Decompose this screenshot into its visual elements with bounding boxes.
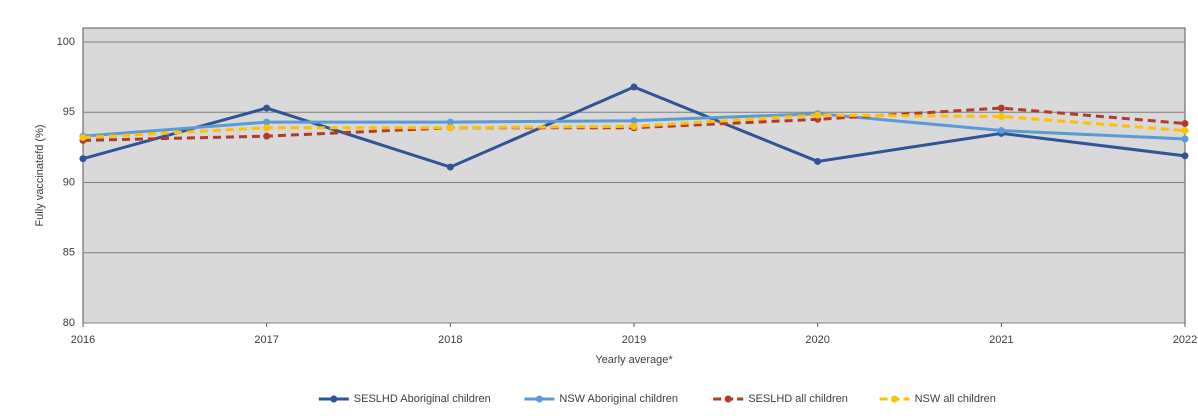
legend-marker [891,395,899,403]
legend-label: SESLHD all children [748,393,848,405]
legend-marker [330,395,338,403]
point [997,127,1005,135]
x-tick-label: 2017 [254,334,278,346]
y-tick-label: 100 [57,36,75,48]
x-tick-label: 2020 [805,334,829,346]
legend-label: SESLHD Aboriginal children [354,393,491,405]
y-tick-label: 95 [63,106,75,118]
legend-label: NSW all children [915,393,996,405]
point [814,157,822,165]
x-tick-label: 2019 [622,334,646,346]
point [263,104,271,112]
x-tick-label: 2022 [1173,334,1197,346]
point [263,118,271,126]
point [630,117,638,125]
y-tick-label: 80 [63,317,75,329]
point [997,113,1005,120]
x-tick-label: 2016 [71,334,95,346]
legend-label: NSW Aboriginal children [559,393,678,405]
legend-marker [724,395,732,403]
point [79,134,87,142]
point [446,124,454,132]
legend-marker [535,395,543,403]
point [630,122,638,130]
x-tick-label: 2021 [989,334,1013,346]
y-tick-label: 85 [63,247,75,259]
point [997,104,1005,112]
point [263,124,271,132]
y-axis-label: Fully vaccinatefd (%) [34,124,46,226]
point [446,163,454,171]
point [814,111,822,119]
x-tick-label: 2018 [438,334,462,346]
point [263,132,271,140]
point [1181,127,1189,135]
y-tick-label: 90 [63,176,75,188]
point [79,155,87,163]
point [1181,120,1189,128]
plot-area [82,27,1186,324]
point [1181,135,1189,143]
point [446,118,454,126]
x-axis-label: Yearly average* [595,354,673,366]
point [630,83,638,91]
point [1181,152,1189,160]
